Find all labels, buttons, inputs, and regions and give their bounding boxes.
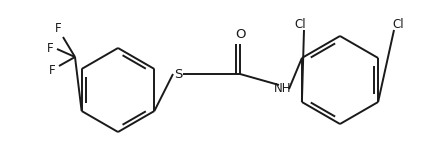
Text: NH: NH <box>274 83 292 95</box>
Text: F: F <box>47 43 53 55</box>
Text: F: F <box>49 64 55 76</box>
Text: O: O <box>235 28 245 40</box>
Text: F: F <box>55 22 61 36</box>
Text: Cl: Cl <box>294 17 306 31</box>
Text: Cl: Cl <box>392 17 404 31</box>
Text: S: S <box>174 67 182 81</box>
